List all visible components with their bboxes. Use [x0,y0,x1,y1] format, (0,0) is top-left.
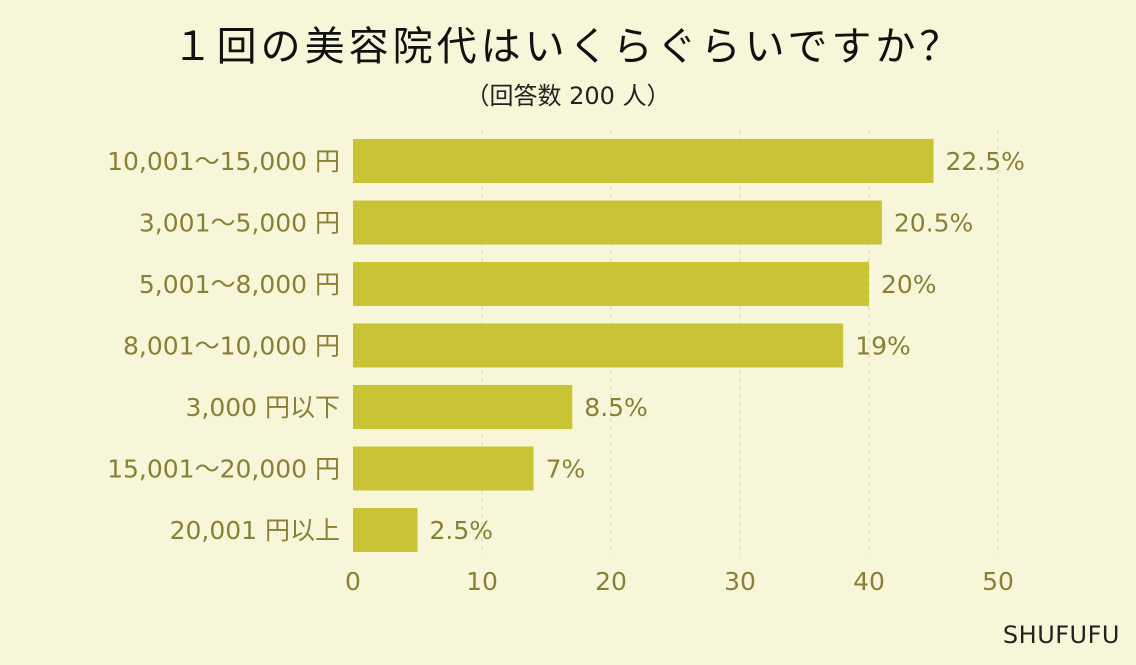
value-label: 7% [546,455,586,484]
x-tick-label: 10 [466,567,498,596]
bar [353,508,418,552]
category-label: 20,001 円以上 [170,516,340,545]
x-tick-label: 40 [853,567,885,596]
category-label: 5,001～8,000 円 [139,270,340,299]
bar [353,262,869,306]
bar [353,385,573,429]
category-label: 10,001～15,000 円 [107,147,340,176]
bar [353,200,882,245]
value-label: 2.5% [430,516,494,545]
value-label: 19% [855,332,911,361]
bar [353,139,934,183]
category-label: 3,001～5,000 円 [139,209,340,238]
chart-subtitle: （回答数 200 人） [465,82,671,110]
x-tick-label: 0 [345,567,361,596]
x-tick-label: 20 [595,567,627,596]
bars [353,139,934,552]
value-label: 20% [881,270,937,299]
value-label: 20.5% [894,209,973,238]
category-label: 3,000 円以下 [185,393,340,422]
x-tick-label: 30 [724,567,756,596]
bar [353,446,534,491]
value-label: 22.5% [946,147,1025,176]
labels: 0 10 20 30 40 50 10,001～15,000 円 22.5% 3,001～5,0… [107,147,1025,596]
bar [353,323,844,368]
x-tick-label: 50 [982,567,1014,596]
category-label: 8,001～10,000 円 [123,332,340,361]
brand-logo-text: SHUFUFU [1002,621,1120,649]
category-label: 15,001～20,000 円 [107,455,340,484]
chart-title: １回の美容院代はいくらぐらいですか？ [172,24,964,70]
value-label: 8.5% [584,393,648,422]
